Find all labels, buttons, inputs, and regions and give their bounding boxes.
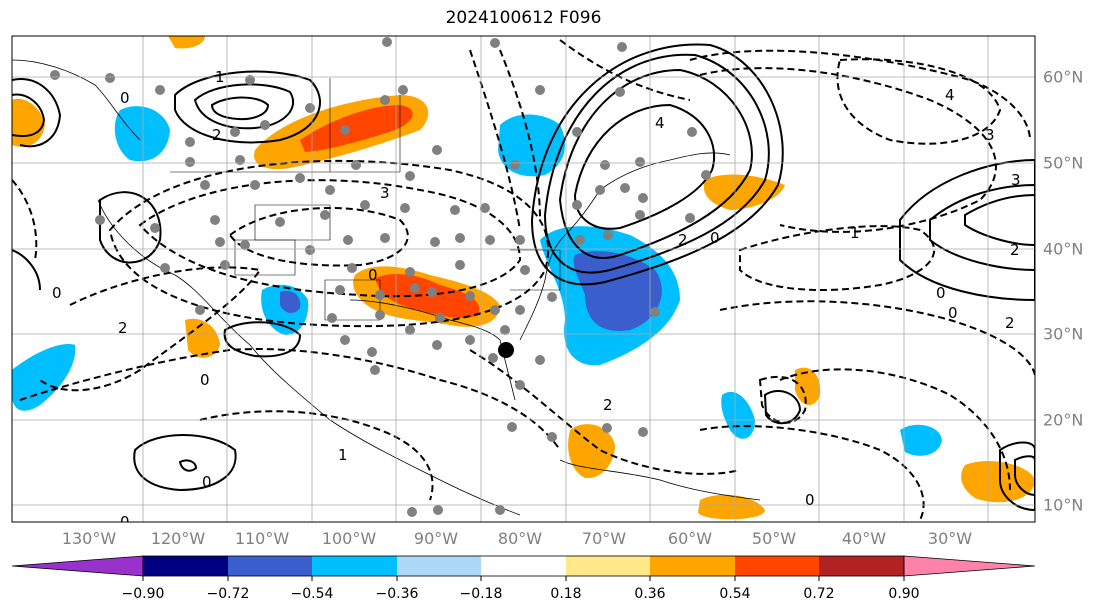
contour-label: 1 xyxy=(850,224,860,242)
red-region-canada xyxy=(300,105,413,152)
lon-label: 80°W xyxy=(497,529,543,548)
colorbar-extend-left xyxy=(11,555,144,577)
lat-label: 40°N xyxy=(1043,239,1084,259)
contour-label: 2 xyxy=(212,126,222,144)
colorbar-segment xyxy=(819,556,904,576)
blue-region-pacific-sw xyxy=(12,344,76,411)
contour-label: 2 xyxy=(118,319,128,337)
lon-label: 90°W xyxy=(413,529,459,548)
colorbar-segment xyxy=(735,556,819,576)
lon-label: 60°W xyxy=(667,529,713,548)
colorbar-tick-label: 0.72 xyxy=(803,586,835,602)
colorbar-tick-label: −0.90 xyxy=(121,586,165,602)
contour-label: 3 xyxy=(1011,171,1021,189)
contour-label: 0 xyxy=(200,371,210,389)
contour-label: 2 xyxy=(603,396,613,414)
blue-region-pacific-nw xyxy=(114,106,170,162)
contour-label: 3 xyxy=(380,184,390,202)
orange-region-east xyxy=(961,460,1035,503)
orange-region-top xyxy=(168,36,205,49)
contour-label: 0 xyxy=(710,229,720,247)
colorbar-tick-label: −0.18 xyxy=(459,586,503,602)
colorbar-ticks xyxy=(142,576,905,581)
political-borders xyxy=(170,78,561,321)
dashed-contours xyxy=(12,39,1035,521)
contour-label: 0 xyxy=(948,304,958,322)
lon-label: 120°W xyxy=(150,529,206,548)
contour-label: 1 xyxy=(338,446,348,464)
chart-title: 2024100612 F096 xyxy=(445,8,602,28)
contour-label: 4 xyxy=(945,86,955,104)
contour-label: 2 xyxy=(1010,241,1020,259)
contour-labels: 1 2 3 0 2 0 1 0 2 4 2 0 4 3 3 2 0 0 2 0 … xyxy=(52,68,1021,531)
lat-label: 50°N xyxy=(1043,153,1084,173)
darkblue-region-mexico xyxy=(280,290,301,314)
colorbar-tick-label: −0.72 xyxy=(206,586,250,602)
solid-contours xyxy=(12,43,1035,512)
current-position-marker xyxy=(498,342,514,358)
lat-label: 30°N xyxy=(1043,324,1084,344)
contour-label: 4 xyxy=(655,114,665,132)
orange-region-venezuela xyxy=(568,424,615,479)
colorbar-segment xyxy=(481,556,566,576)
contour-label: 2 xyxy=(678,231,688,249)
station-dots xyxy=(50,37,711,517)
blue-region-east-atlantic xyxy=(900,424,942,456)
colorbar-tick-label: 0.36 xyxy=(634,586,666,602)
lon-label: 70°W xyxy=(581,529,627,548)
colorbar-segment xyxy=(228,556,312,576)
colorbar-extend-right xyxy=(903,555,1036,577)
colorbar-tick-label: 0.18 xyxy=(550,586,582,602)
contour-label: 0 xyxy=(52,284,62,302)
lon-label: 110°W xyxy=(234,529,290,548)
map-frame xyxy=(11,35,1036,523)
contour-label: 0 xyxy=(936,284,946,302)
colorbar-tick-label: 0.54 xyxy=(719,586,751,602)
lon-label: 40°W xyxy=(841,529,887,548)
coastlines xyxy=(12,59,761,516)
contour-label: 0 xyxy=(805,491,815,509)
orange-region-westedge xyxy=(12,98,45,147)
orange-region-guiana xyxy=(698,494,765,520)
colorbar-segment xyxy=(143,556,228,576)
colorbar-segment xyxy=(650,556,735,576)
colorbar-tick-label: −0.36 xyxy=(375,586,419,602)
contour-label: 0 xyxy=(202,473,212,491)
lat-label: 20°N xyxy=(1043,410,1084,430)
lon-label: 100°W xyxy=(321,529,377,548)
contour-label: 0 xyxy=(120,89,130,107)
colorbar-tick-label: 0.90 xyxy=(888,586,920,602)
colorbar-frame xyxy=(142,555,905,577)
lat-label: 10°N xyxy=(1043,495,1084,515)
orange-region-westtropics xyxy=(185,318,220,358)
lon-label: 130°W xyxy=(61,529,117,548)
colorbar-tick-label: −0.54 xyxy=(290,586,334,602)
lon-label: 50°W xyxy=(751,529,797,548)
orange-region-midatlantic xyxy=(795,367,821,406)
contour-label: 0 xyxy=(368,266,378,284)
colorbar-segment xyxy=(312,556,397,576)
map-background xyxy=(12,36,1035,522)
contour-label: 3 xyxy=(985,126,995,144)
colorbar xyxy=(11,555,1036,581)
lat-label: 60°N xyxy=(1043,67,1084,87)
colorbar-segment xyxy=(397,556,481,576)
contour-label: 0 xyxy=(120,513,130,531)
contour-label: 1 xyxy=(215,68,225,86)
contour-label: 2 xyxy=(1005,314,1015,332)
graticule xyxy=(12,36,1035,522)
red-region-gulf xyxy=(375,274,480,318)
colorbar-segment xyxy=(566,556,650,576)
lon-label: 30°W xyxy=(927,529,973,548)
